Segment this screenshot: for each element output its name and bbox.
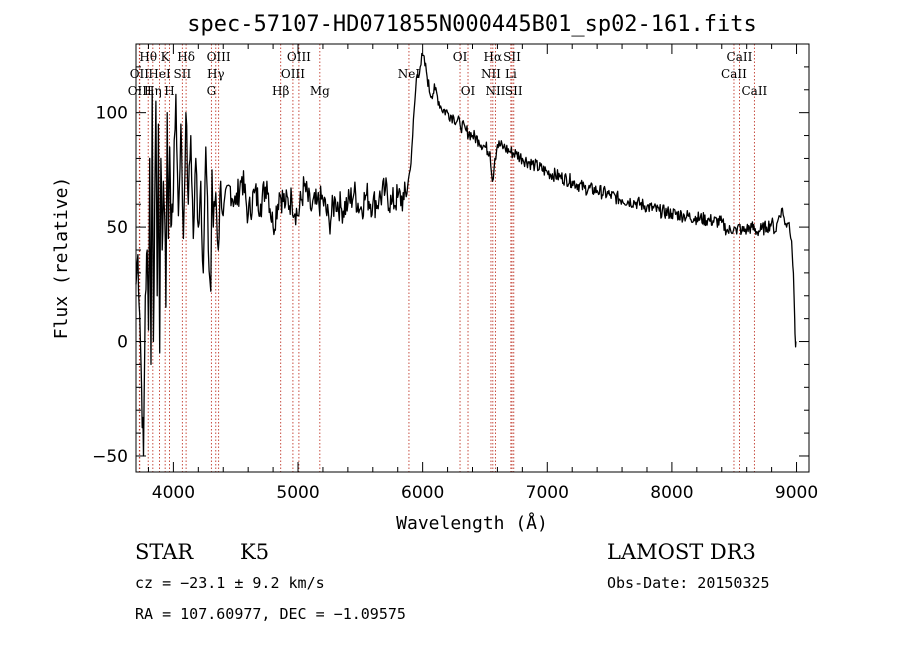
marker-label-19: Hα [484, 50, 503, 64]
x-tick-label: 8000 [650, 483, 693, 503]
obs-date: Obs-Date: 20150325 [607, 574, 770, 592]
x-tick-label: 9000 [775, 483, 818, 503]
marker-label-22: SII [503, 50, 521, 64]
redshift-cz: cz = −23.1 ± 9.2 km/s [135, 574, 325, 592]
y-tick-label: 100 [96, 104, 128, 124]
marker-label-11: G [207, 84, 217, 98]
marker-label-5: K [161, 50, 171, 64]
marker-label-26: CaII [721, 67, 747, 81]
x-tick-label: 5000 [276, 483, 319, 503]
marker-label-12: Hβ [272, 84, 289, 98]
marker-label-4: HeI [148, 67, 171, 81]
marker-label-1: OII [130, 67, 150, 81]
y-tick-label: 50 [106, 218, 128, 238]
marker-label-13: OIII [287, 50, 311, 64]
marker-label-16: NeI [398, 67, 421, 81]
axis-ticks: 4000 5000 6000 7000 8000 9000 −50 0 50 100 [92, 44, 818, 503]
marker-label-9: OIII [207, 50, 231, 64]
y-tick-label: −50 [92, 447, 128, 467]
x-tick-label: 7000 [526, 483, 569, 503]
marker-label-21: NII [485, 84, 505, 98]
spectral-line-markers [138, 44, 755, 472]
marker-label-14: OIII [281, 67, 305, 81]
marker-label-18: OI [461, 84, 476, 98]
y-axis-title: Flux (relative) [51, 177, 72, 340]
marker-label-7: SII [174, 67, 192, 81]
marker-label-20: NII [481, 67, 501, 81]
marker-label-25: CaII [727, 50, 753, 64]
marker-label-2: OIII [128, 84, 152, 98]
x-axis-title: Wavelength (Å) [396, 512, 548, 534]
marker-label-15: Mg [310, 84, 330, 98]
x-tick-label: 6000 [401, 483, 444, 503]
marker-label-0: Hθ [139, 50, 157, 64]
plot-frame [135, 43, 810, 473]
marker-label-24: SII [505, 84, 523, 98]
marker-label-8: Hδ [177, 50, 195, 64]
marker-label-10: Hγ [207, 67, 225, 81]
star-type: STAR [135, 540, 194, 564]
ra-dec-coords: RA = 107.60977, DEC = −1.09575 [135, 605, 406, 623]
y-tick-label: 0 [117, 333, 128, 353]
chart-title: spec-57107-HD071855N000445B01_sp02-161.f… [187, 12, 757, 37]
spectral-class: K5 [240, 540, 270, 564]
marker-label-6: H [164, 84, 174, 98]
flux-series-line [135, 52, 797, 457]
marker-label-27: CaII [741, 84, 767, 98]
x-tick-label: 4000 [152, 483, 195, 503]
marker-label-17: OI [453, 50, 468, 64]
survey-name: LAMOST DR3 [607, 540, 756, 564]
marker-label-23: Li [505, 67, 517, 81]
